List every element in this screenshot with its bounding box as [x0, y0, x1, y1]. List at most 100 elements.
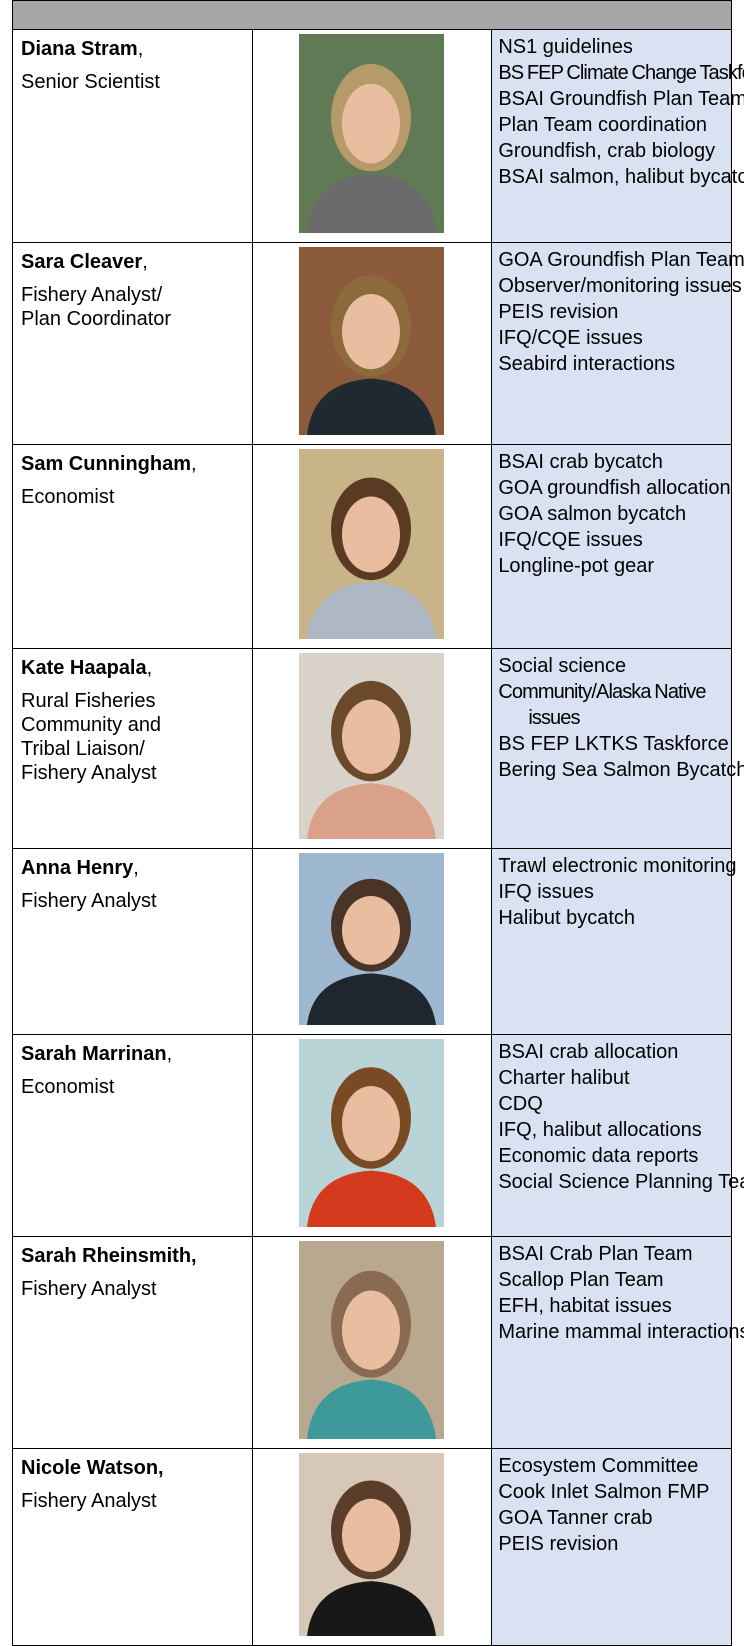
name-line: Sam Cunningham, — [21, 451, 244, 477]
photo-cell — [252, 1237, 492, 1449]
staff-row: Diana Stram, Senior Scientist NS1 guideli… — [13, 30, 732, 243]
duty-item: BS FEP LKTKS Taskforce — [498, 731, 725, 757]
photo-cell — [252, 849, 492, 1035]
photo-face — [342, 700, 400, 774]
duty-item: Charter halibut — [498, 1065, 725, 1091]
role-line: Fishery Analyst — [21, 1489, 244, 1513]
duty-item: NS1 guidelines — [498, 34, 725, 60]
duty-item: Scallop Plan Team — [498, 1267, 725, 1293]
role-line: Economist — [21, 485, 244, 509]
header-row — [13, 1, 732, 30]
photo-face — [342, 1291, 400, 1370]
name-punct: , — [133, 857, 139, 879]
duty-item: GOA Groundfish Plan Team — [498, 247, 725, 273]
role-line: Economist — [21, 1075, 244, 1099]
staff-name: Diana Stram — [21, 38, 138, 60]
photo-cell — [252, 1035, 492, 1237]
duty-item: Marine mammal interactions — [498, 1319, 725, 1345]
staff-photo — [299, 449, 444, 639]
duty-item: Observer/monitoring issues — [498, 273, 725, 299]
duty-item: IFQ issues — [498, 879, 725, 905]
photo-face — [342, 896, 400, 965]
name-line: Sarah Marrinan, — [21, 1041, 244, 1067]
role: Fishery Analyst — [21, 1489, 244, 1513]
name-punct: , — [191, 453, 197, 475]
header-cell — [13, 1, 732, 30]
staff-photo — [299, 853, 444, 1025]
role: Fishery Analyst — [21, 1277, 244, 1301]
photo-cell — [252, 1449, 492, 1646]
role-line: Fishery Analyst/ — [21, 283, 244, 307]
staff-name: Sam Cunningham — [21, 453, 191, 475]
role-line: Fishery Analyst — [21, 1277, 244, 1301]
staff-row: Sam Cunningham, Economist BSAI crab bycat… — [13, 445, 732, 649]
duty-item: BSAI Groundfish Plan Team — [498, 86, 725, 112]
name-cell: Sarah Rheinsmith, Fishery Analyst — [13, 1237, 253, 1449]
duty-item: IFQ/CQE issues — [498, 527, 725, 553]
duty-item: BSAI crab bycatch — [498, 449, 725, 475]
staff-name: Kate Haapala — [21, 657, 147, 679]
duty-item: Bering Sea Salmon Bycatch — [498, 757, 725, 783]
staff-photo — [299, 34, 444, 233]
duty-item: Social science — [498, 653, 725, 679]
role-line: Fishery Analyst — [21, 761, 244, 785]
staff-photo — [299, 1241, 444, 1439]
staff-photo — [299, 1039, 444, 1227]
staff-photo — [299, 653, 444, 839]
photo-cell — [252, 30, 492, 243]
role-line: Rural Fisheries — [21, 689, 244, 713]
duty-item: Cook Inlet Salmon FMP — [498, 1479, 725, 1505]
duty-item: Ecosystem Committee — [498, 1453, 725, 1479]
duty-item: CDQ — [498, 1091, 725, 1117]
staff-table: Diana Stram, Senior Scientist NS1 guideli… — [12, 0, 732, 1646]
name-punct: , — [142, 251, 148, 273]
role: Fishery Analyst/Plan Coordinator — [21, 283, 244, 331]
staff-row: Sarah Rheinsmith, Fishery Analyst BSAI Cr… — [13, 1237, 732, 1449]
photo-face — [342, 84, 400, 164]
staff-name: Sarah Rheinsmith, — [21, 1245, 197, 1267]
duty-item: Groundfish, crab biology — [498, 138, 725, 164]
duty-item: Community/Alaska Native issues — [498, 679, 725, 731]
role-line: Community and — [21, 713, 244, 737]
duty-item: GOA Tanner crab — [498, 1505, 725, 1531]
duty-item: BSAI Crab Plan Team — [498, 1241, 725, 1267]
duty-item: Economic data reports — [498, 1143, 725, 1169]
name-line: Kate Haapala, — [21, 655, 244, 681]
role: Senior Scientist — [21, 70, 244, 94]
name-line: Sara Cleaver, — [21, 249, 244, 275]
duty-item: PEIS revision — [498, 299, 725, 325]
staff-row: Sara Cleaver, Fishery Analyst/Plan Coordi… — [13, 243, 732, 445]
name-cell: Anna Henry, Fishery Analyst — [13, 849, 253, 1035]
staff-row: Anna Henry, Fishery Analyst Trawl electro… — [13, 849, 732, 1035]
duties-cell: BSAI crab allocationCharter halibutCDQIF… — [492, 1035, 732, 1237]
name-cell: Sarah Marrinan, Economist — [13, 1035, 253, 1237]
staff-name: Anna Henry — [21, 857, 133, 879]
duty-item: IFQ/CQE issues — [498, 325, 725, 351]
staff-row: Sarah Marrinan, Economist BSAI crab alloc… — [13, 1035, 732, 1237]
duty-item: EFH, habitat issues — [498, 1293, 725, 1319]
photo-face — [342, 1499, 400, 1572]
staff-name: Sara Cleaver — [21, 251, 142, 273]
name-punct: , — [138, 38, 144, 60]
duties-cell: BSAI crab bycatchGOA groundfish allocati… — [492, 445, 732, 649]
staff-row: Nicole Watson, Fishery Analyst Ecosystem … — [13, 1449, 732, 1646]
duty-item: IFQ, halibut allocations — [498, 1117, 725, 1143]
photo-cell — [252, 649, 492, 849]
duty-item: Seabird interactions — [498, 351, 725, 377]
duty-item: Plan Team coordination — [498, 112, 725, 138]
staff-name: Nicole Watson, — [21, 1457, 164, 1479]
role: Fishery Analyst — [21, 889, 244, 913]
photo-cell — [252, 243, 492, 445]
duties-cell: Ecosystem CommitteeCook Inlet Salmon FMP… — [492, 1449, 732, 1646]
name-punct: , — [167, 1043, 173, 1065]
duty-item: BSAI salmon, halibut bycatch — [498, 164, 725, 190]
staff-name: Sarah Marrinan — [21, 1043, 167, 1065]
name-line: Anna Henry, — [21, 855, 244, 881]
role-line: Plan Coordinator — [21, 307, 244, 331]
